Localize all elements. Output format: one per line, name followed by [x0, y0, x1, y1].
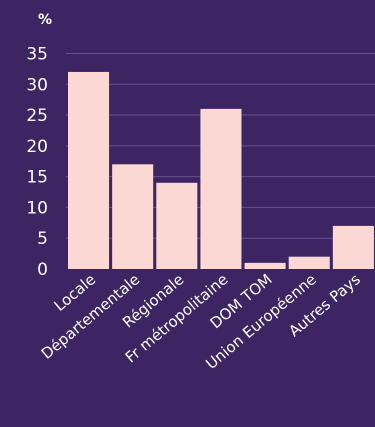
- bar: [244, 262, 286, 269]
- y-tick-label: 10: [26, 198, 48, 218]
- bar: [112, 164, 154, 269]
- y-tick-label: 25: [26, 106, 48, 126]
- y-tick-label: 30: [26, 75, 48, 95]
- y-tick-label: 35: [26, 44, 48, 64]
- bar: [68, 71, 110, 270]
- y-tick-label: 0: [37, 260, 48, 280]
- y-tick-labels: 0 5 10 15 20 25 30 35: [26, 44, 48, 280]
- bars: [68, 71, 374, 270]
- bar: [200, 108, 242, 269]
- y-tick-label: 5: [37, 229, 48, 249]
- y-tick-label: 20: [26, 137, 48, 157]
- bar: [332, 225, 374, 269]
- y-tick-label: 15: [26, 168, 48, 188]
- bar: [156, 182, 198, 269]
- bar: [288, 256, 330, 269]
- y-axis-unit-label: %: [38, 12, 52, 28]
